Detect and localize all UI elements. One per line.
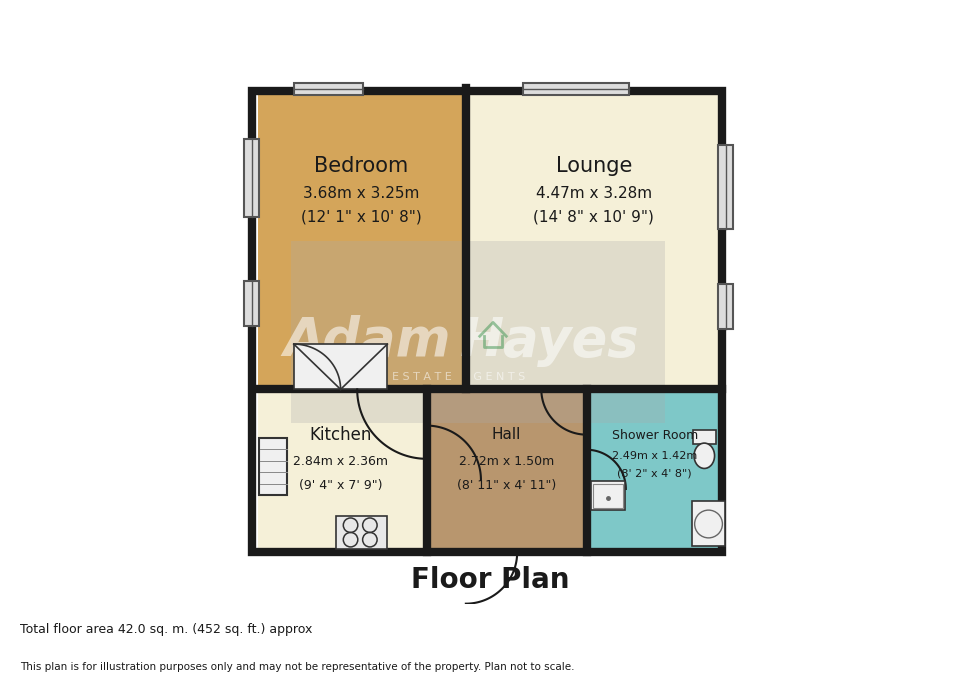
Bar — [258, 93, 466, 390]
Text: Hall: Hall — [492, 427, 521, 442]
Text: (8' 11" x 4' 11"): (8' 11" x 4' 11") — [457, 480, 556, 493]
Bar — [426, 390, 587, 549]
Text: 2.72m x 1.50m: 2.72m x 1.50m — [459, 456, 554, 469]
Text: 2.84m x 2.36m: 2.84m x 2.36m — [293, 456, 388, 469]
Text: (9' 4" x 7' 9"): (9' 4" x 7' 9") — [299, 480, 382, 493]
Bar — [260, 438, 287, 495]
Text: 4.47m x 3.28m: 4.47m x 3.28m — [536, 186, 652, 201]
Text: 3.68m x 3.25m: 3.68m x 3.25m — [303, 186, 419, 201]
Text: (8' 2" x 4' 8"): (8' 2" x 4' 8") — [617, 469, 692, 479]
Bar — [244, 139, 260, 217]
Bar — [291, 241, 665, 423]
Text: E S T A T E   A G E N T S: E S T A T E A G E N T S — [392, 372, 525, 382]
Bar — [523, 83, 629, 95]
Text: (14' 8" x 10' 9"): (14' 8" x 10' 9") — [533, 210, 655, 225]
Bar — [244, 281, 260, 326]
Text: 2.49m x 1.42m: 2.49m x 1.42m — [612, 451, 698, 461]
Text: Bedroom: Bedroom — [315, 156, 409, 176]
Bar — [593, 484, 623, 508]
Text: This plan is for illustration purposes only and may not be representative of the: This plan is for illustration purposes o… — [20, 662, 574, 672]
Bar — [591, 481, 624, 510]
Text: Hayes: Hayes — [460, 315, 639, 367]
Bar — [252, 91, 722, 552]
Bar — [258, 390, 426, 549]
Text: Shower Room: Shower Room — [612, 429, 698, 442]
Bar — [587, 390, 722, 549]
Text: Total floor area 42.0 sq. m. (452 sq. ft.) approx: Total floor area 42.0 sq. m. (452 sq. ft… — [20, 623, 312, 636]
Text: Kitchen: Kitchen — [310, 425, 372, 444]
Bar — [466, 93, 722, 390]
Bar — [693, 430, 715, 444]
Bar — [336, 516, 387, 549]
Bar — [294, 344, 387, 390]
Text: Lounge: Lounge — [556, 156, 632, 176]
Text: Floor Plan: Floor Plan — [411, 565, 569, 593]
Text: (12' 1" x 10' 8"): (12' 1" x 10' 8") — [301, 210, 421, 225]
Bar — [294, 83, 364, 95]
Bar — [692, 501, 725, 546]
Bar — [718, 284, 733, 329]
Text: Adam: Adam — [283, 315, 451, 367]
Ellipse shape — [694, 443, 714, 469]
Bar — [718, 145, 733, 229]
